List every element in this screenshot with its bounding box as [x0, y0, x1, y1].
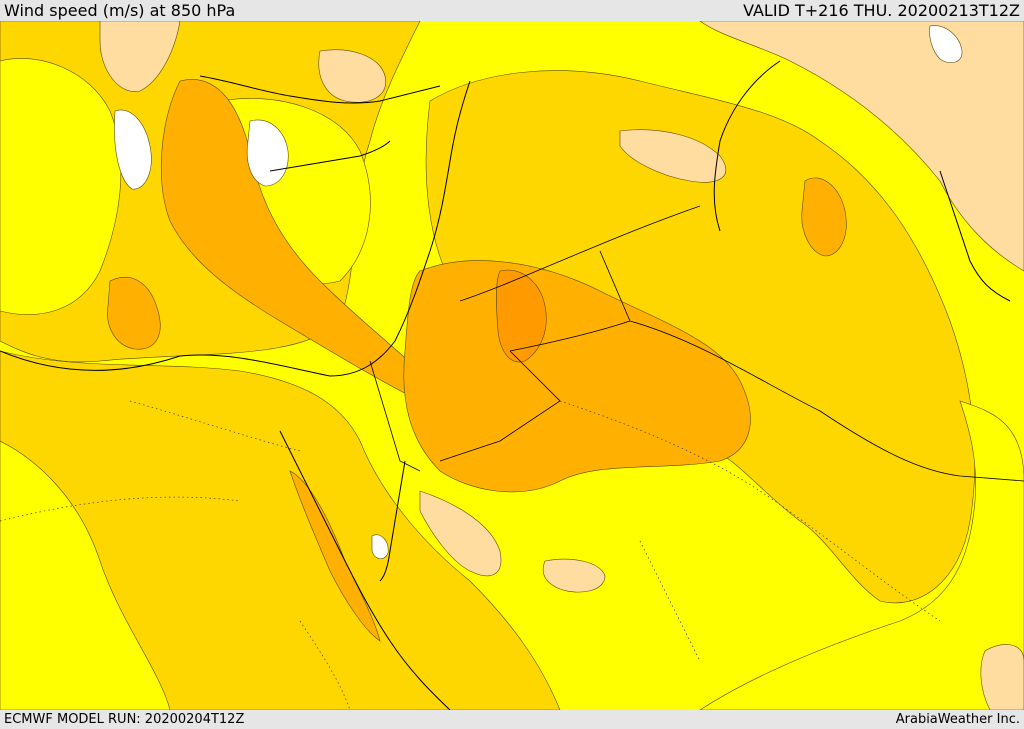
- wind-region-tan-ne: [699, 21, 1024, 272]
- wind-region-white-aqaba: [371, 534, 389, 560]
- wind-region-tan-arabia: [419, 490, 502, 576]
- country-borders: [369, 205, 1024, 482]
- coastlines: [0, 60, 1011, 710]
- wind-region-yellow-nw: [0, 58, 122, 315]
- wind-region-tan-se: [980, 644, 1024, 710]
- credit: ArabiaWeather Inc.: [895, 712, 1020, 727]
- footer-bar: ECMWF MODEL RUN: 20200204T12Z ArabiaWeat…: [0, 710, 1024, 729]
- wind-region-gold-south: [0, 350, 561, 710]
- wind-region-orange-central: [403, 260, 751, 493]
- map-canvas: [0, 21, 1024, 710]
- wind-region-white-aegean: [114, 109, 152, 190]
- wind-region-orange-sw: [107, 276, 161, 350]
- model-run: ECMWF MODEL RUN: 20200204T12Z: [4, 712, 245, 727]
- wind-speed-map: [0, 21, 1024, 710]
- wind-region-yellow-se: [699, 400, 1024, 710]
- wind-region-white-caspian: [929, 25, 963, 64]
- header-bar: Wind speed (m/s) at 850 hPa VALID T+216 …: [0, 0, 1024, 21]
- wind-region-orange-redsea: [289, 470, 381, 642]
- map-title: Wind speed (m/s) at 850 hPa: [4, 1, 236, 20]
- wind-region-tan-n: [318, 49, 387, 103]
- wind-region-tan-s: [542, 558, 606, 593]
- wind-region-yellow-south: [0, 440, 171, 710]
- wind-region-tan-mid: [619, 129, 727, 183]
- admin-boundaries: [0, 400, 941, 710]
- wind-region-orange-gulf: [801, 177, 847, 257]
- wind-region-darkorange-core: [496, 269, 547, 363]
- valid-time: VALID T+216 THU. 20200213T12Z: [743, 1, 1020, 20]
- wind-region-tan-nw: [99, 21, 181, 92]
